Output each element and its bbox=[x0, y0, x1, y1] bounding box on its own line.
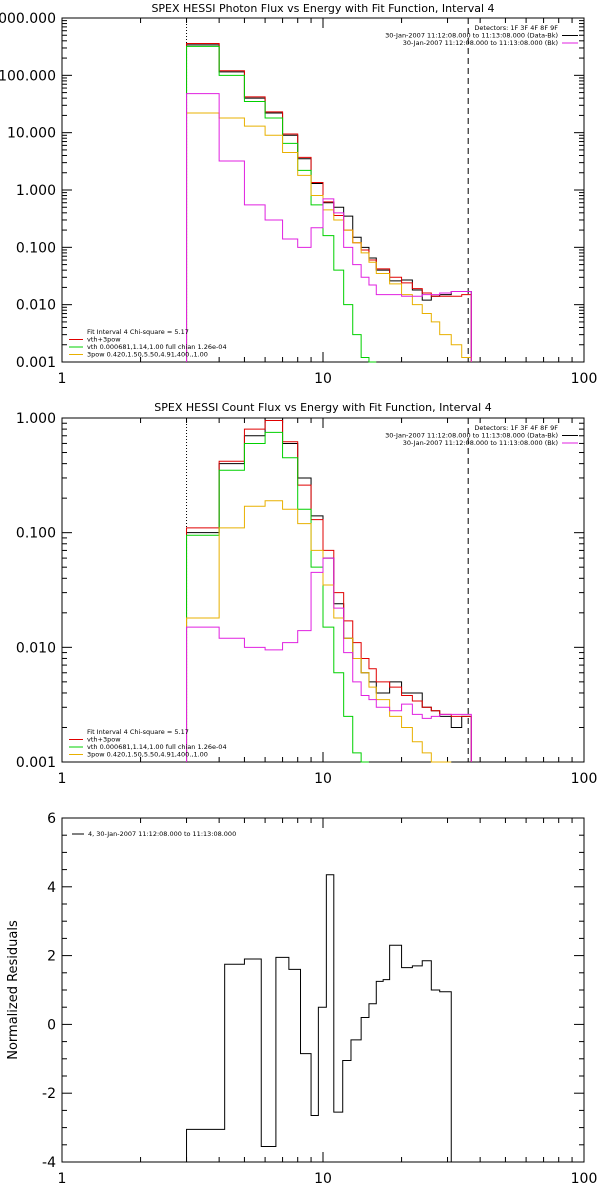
series-line-1 bbox=[186, 44, 472, 362]
legend-text: 4, 30-Jan-2007 11:12:08.000 to 11:13:08.… bbox=[88, 830, 236, 838]
series-line-2 bbox=[186, 420, 472, 762]
x-tick-label: 10 bbox=[314, 1171, 332, 1187]
legend-text: vth+3pow bbox=[87, 336, 121, 344]
series-line-4 bbox=[186, 112, 472, 362]
legend-text: Fit Interval 4 Chi-square = 5.17 bbox=[87, 328, 189, 336]
series-line-5 bbox=[186, 93, 472, 362]
y-tick-label: 6 bbox=[47, 811, 56, 827]
series-line-5 bbox=[186, 557, 472, 762]
x-tick-label: 10 bbox=[314, 371, 332, 387]
legend-text: Fit Interval 4 Chi-square = 5.17 bbox=[87, 728, 189, 736]
series-line-1 bbox=[186, 874, 452, 1162]
chart-title: SPEX HESSI Count Flux vs Energy with Fit… bbox=[154, 401, 491, 414]
legend-text: vth 0.000681,1.14,1.00 full chian 1.26e-… bbox=[87, 743, 227, 751]
legend-text: 30-Jan-2007 11:12:08.000 to 11:13:08.000… bbox=[403, 39, 558, 47]
legend-text: vth 0.000681,1.14,1.00 full chian 1.26e-… bbox=[87, 343, 227, 351]
y-tick-label: 100.000 bbox=[0, 68, 56, 84]
y-axis-label: Normalized Residuals bbox=[6, 920, 21, 1060]
y-tick-label: 0.001 bbox=[16, 755, 56, 771]
y-tick-label: 0.010 bbox=[16, 298, 56, 314]
chart-1: SPEX HESSI Photon Flux vs Energy with Fi… bbox=[0, 2, 597, 387]
chart-title: SPEX HESSI Photon Flux vs Energy with Fi… bbox=[151, 2, 494, 15]
y-tick-label: 10.000 bbox=[7, 126, 56, 142]
x-tick-label: 1 bbox=[58, 1171, 67, 1187]
x-tick-label: 100 bbox=[571, 771, 598, 787]
x-tick-label: 100 bbox=[571, 371, 598, 387]
y-tick-label: -4 bbox=[42, 1155, 56, 1171]
y-tick-label: 0.100 bbox=[16, 240, 56, 256]
x-tick-label: 100 bbox=[571, 1171, 598, 1187]
legend-text: 3pow 0.420,1.50,5.50,4.91,400.,1.00 bbox=[87, 751, 208, 759]
x-tick-label: 1 bbox=[58, 771, 67, 787]
y-tick-label: -2 bbox=[42, 1086, 56, 1102]
legend-text: 30-Jan-2007 11:12:08.000 to 11:13:08.000… bbox=[385, 432, 558, 440]
y-tick-label: 1.000 bbox=[16, 411, 56, 427]
y-tick-label: 0.010 bbox=[16, 640, 56, 656]
chart-2: SPEX HESSI Count Flux vs Energy with Fit… bbox=[16, 401, 597, 787]
legend-text: vth+3pow bbox=[87, 736, 121, 744]
x-tick-label: 1 bbox=[58, 371, 67, 387]
series-line-3 bbox=[186, 431, 369, 763]
y-tick-label: 0.001 bbox=[16, 355, 56, 371]
y-tick-label: 4 bbox=[47, 880, 56, 896]
y-tick-label: 0.100 bbox=[16, 526, 56, 542]
legend-text: 3pow 0.420,1.50,5.50,4.91,400.,1.00 bbox=[87, 351, 208, 359]
y-tick-label: 0 bbox=[47, 1017, 56, 1033]
chart-3: 1 10 100 -4 -2 0 2 4 6 Normalized Residuals 4, 30-… bbox=[6, 811, 597, 1187]
legend-text: 30-Jan-2007 11:12:08.000 to 11:13:08.000… bbox=[385, 32, 558, 40]
y-tick-label: 2 bbox=[47, 949, 56, 965]
y-tick-label: 1.000 bbox=[16, 183, 56, 199]
series-line-3 bbox=[186, 45, 377, 363]
legend-text: Detectors: 1F 3F 4F 8F 9F bbox=[474, 424, 558, 432]
legend-text: 30-Jan-2007 11:12:08.000 to 11:13:08.000… bbox=[403, 439, 558, 447]
plot-frame bbox=[61, 817, 585, 1163]
x-tick-label: 10 bbox=[314, 771, 332, 787]
series-line-1 bbox=[186, 417, 472, 762]
legend-text: Detectors: 1F 3F 4F 8F 9F bbox=[474, 24, 558, 32]
series-line-4 bbox=[186, 500, 452, 763]
